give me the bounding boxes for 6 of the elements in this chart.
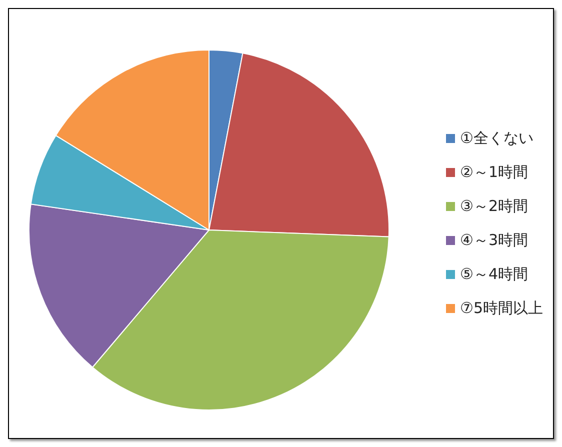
legend-label: ⑦5時間以上 <box>460 299 543 318</box>
legend-label: ③～2時間 <box>460 197 528 216</box>
legend-label: ①全くない <box>460 129 534 148</box>
legend-label: ⑤～4時間 <box>460 265 528 284</box>
legend-label: ②～1時間 <box>460 163 528 182</box>
legend-label: ④～3時間 <box>460 231 528 250</box>
